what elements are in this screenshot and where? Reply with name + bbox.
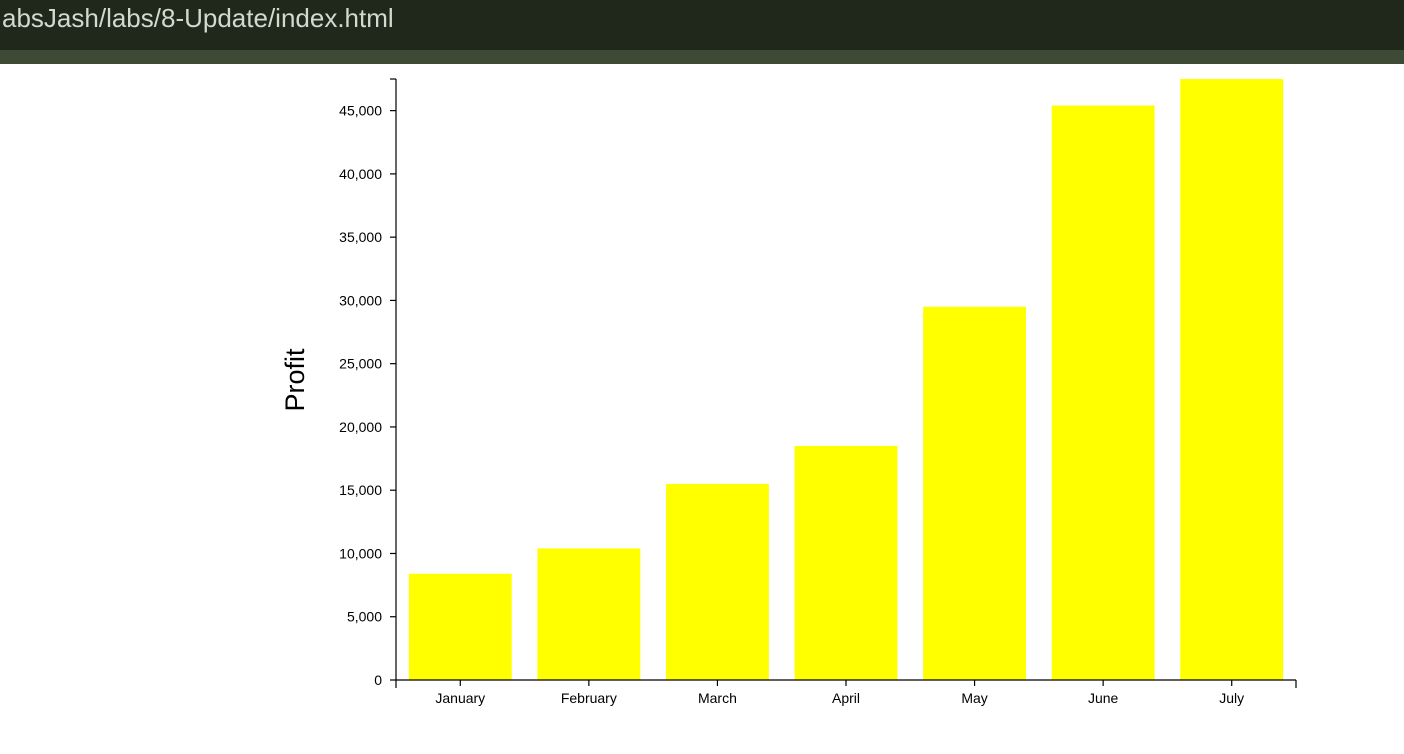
y-tick-label: 25,000 (339, 356, 382, 372)
y-tick-label: 0 (374, 672, 382, 688)
y-tick-label: 10,000 (339, 545, 382, 561)
browser-address-bar: absJash/labs/8-Update/index.html (0, 0, 1404, 50)
y-tick-label: 45,000 (339, 103, 382, 119)
y-tick-label: 35,000 (339, 229, 382, 245)
bar-may (923, 306, 1026, 680)
y-tick-label: 30,000 (339, 292, 382, 308)
toolbar-strip (0, 50, 1404, 64)
bars-layer (408, 79, 1284, 680)
bar-february (537, 548, 641, 680)
bar-april (794, 445, 898, 680)
bar-july (1180, 79, 1284, 680)
x-tick-label-june: June (1088, 690, 1119, 706)
y-tick-label: 15,000 (339, 482, 382, 498)
bar-january (408, 573, 512, 680)
x-tick-label-april: April (832, 690, 860, 706)
x-tick-label-july: July (1219, 690, 1244, 706)
x-tick-label-may: May (961, 690, 987, 706)
url-text: absJash/labs/8-Update/index.html (2, 3, 394, 33)
x-tick-label-february: February (561, 690, 617, 706)
bar-june (1051, 105, 1155, 680)
x-axis: January February March April May June July (395, 679, 1297, 706)
y-axis-label: Profit (280, 348, 310, 412)
x-tick-label-january: January (435, 690, 485, 706)
bar-march (666, 483, 769, 680)
y-axis: 0 5,000 10,000 15,000 20,000 25,000 30,000 35,0… (339, 78, 397, 688)
y-tick-label: 40,000 (339, 166, 382, 182)
x-tick-label-march: March (698, 690, 737, 706)
y-tick-label: 20,000 (339, 419, 382, 435)
y-tick-label: 5,000 (347, 609, 382, 625)
